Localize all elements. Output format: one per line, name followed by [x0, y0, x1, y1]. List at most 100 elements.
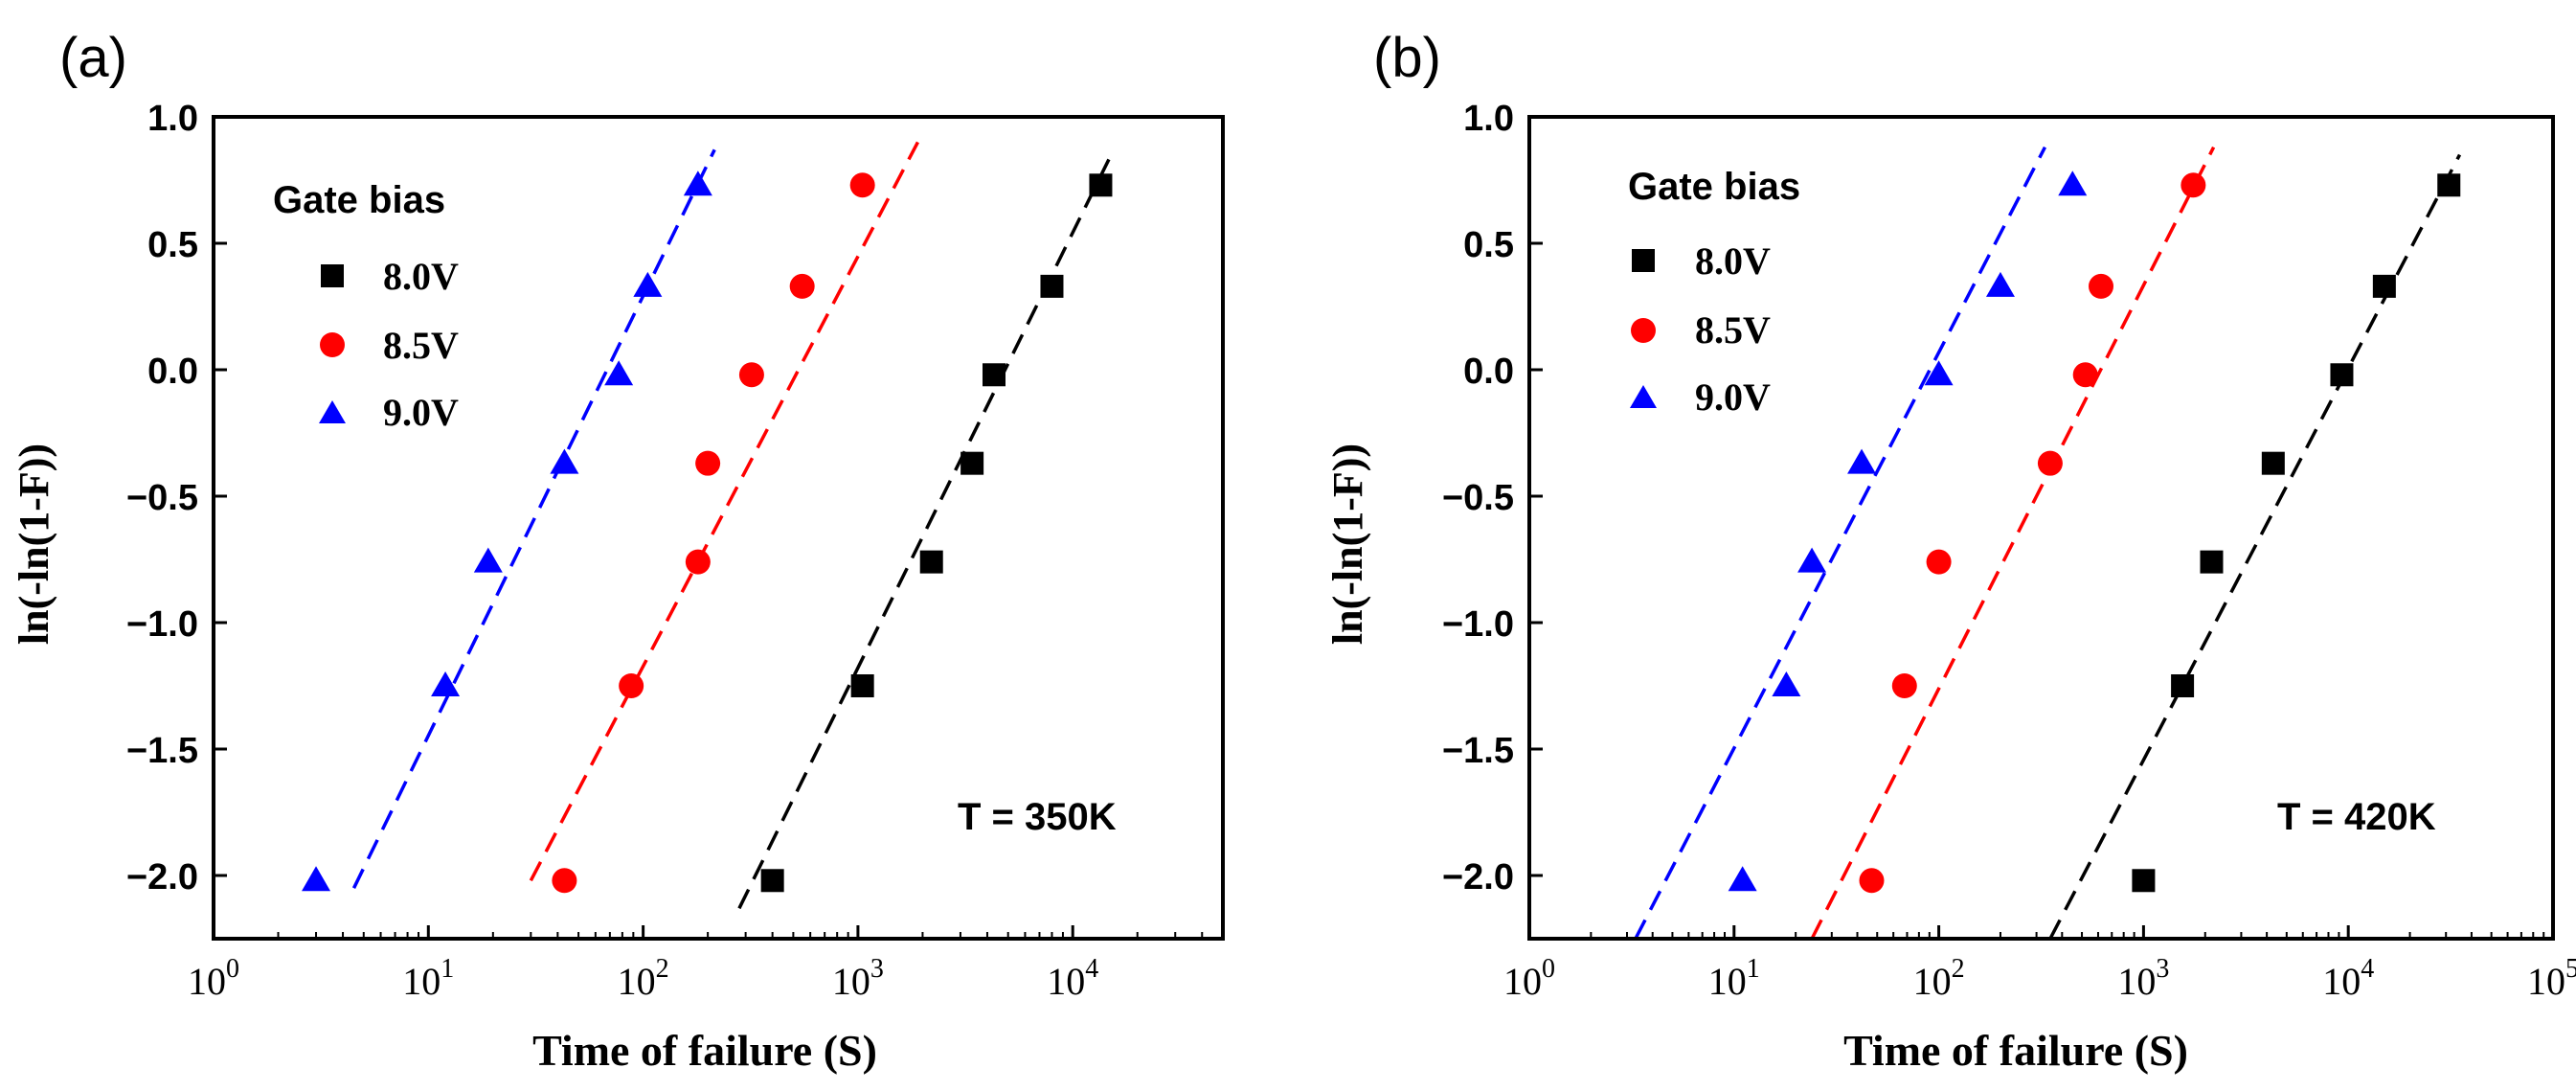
- plot-frame: [1527, 115, 2555, 941]
- y-tick-label: 0.0: [1463, 352, 1514, 392]
- data-point-triangle: [1797, 547, 1827, 573]
- y-tick-label: −1.5: [1442, 731, 1514, 771]
- legend-label: 9.0V: [383, 391, 459, 434]
- y-tick-label: −0.5: [1442, 478, 1514, 518]
- legend-marker-square: [321, 264, 344, 287]
- data-point-triangle: [1847, 448, 1877, 474]
- x-tick-label: 103: [2117, 954, 2169, 1003]
- y-axis-label: ln(-ln(1-F)): [11, 443, 57, 645]
- fit-line: [529, 141, 919, 882]
- data-point-square: [983, 363, 1006, 387]
- y-tick-label: −1.0: [1442, 604, 1514, 645]
- data-point-square: [1089, 173, 1113, 197]
- data-point-circle: [2181, 172, 2206, 198]
- data-point-square: [2372, 274, 2396, 298]
- plot-frame: [212, 115, 1225, 941]
- data-point-circle: [1891, 673, 1917, 698]
- data-point-circle: [2037, 450, 2063, 476]
- legend-marker-circle: [1631, 318, 1656, 343]
- data-point-square: [850, 674, 874, 697]
- legend-label: 8.5V: [383, 324, 459, 367]
- y-axis-label: ln(-ln(1-F)): [1324, 443, 1371, 645]
- legend-marker-triangle: [1630, 385, 1657, 408]
- y-tick-label: 1.0: [1463, 99, 1514, 139]
- data-point-triangle: [550, 448, 579, 474]
- y-tick-label: 1.0: [147, 99, 198, 139]
- temperature-annotation: T = 350K: [958, 796, 1117, 838]
- data-point-square: [1040, 274, 1064, 298]
- x-tick-label: 102: [1913, 954, 1965, 1003]
- y-tick-label: −0.5: [126, 478, 198, 518]
- data-point-triangle: [604, 360, 634, 386]
- data-point-triangle: [1772, 671, 1801, 696]
- data-point-circle: [1859, 868, 1885, 894]
- data-point-triangle: [431, 671, 461, 696]
- legend: 8.0V 8.5V 9.0V: [319, 255, 459, 434]
- legend-marker-circle: [320, 332, 345, 357]
- data-point-square: [760, 869, 784, 893]
- data-point-square: [960, 451, 984, 475]
- legend-label: 9.0V: [1695, 375, 1771, 419]
- fit-line: [737, 148, 1116, 910]
- fit-lines: [351, 141, 1116, 910]
- x-tick-label: 101: [1708, 954, 1760, 1003]
- y-tick-label: 0.0: [147, 352, 198, 392]
- x-tick-label: 102: [618, 954, 669, 1003]
- temperature-annotation: T = 420K: [2277, 796, 2436, 838]
- panel-label: (a): [59, 27, 127, 89]
- x-tick-label: 104: [2322, 954, 2374, 1003]
- data-point-triangle: [683, 170, 712, 196]
- y-tick-label: 0.5: [147, 225, 198, 265]
- fit-line: [1634, 146, 2047, 940]
- data-point-triangle: [633, 271, 663, 297]
- legend-title: Gate bias: [1628, 166, 1800, 208]
- data-point-triangle: [1924, 360, 1954, 386]
- data-point-circle: [2089, 273, 2114, 299]
- data-point-circle: [619, 673, 644, 698]
- panel-b: (b) ln(-ln(1-F)) Time of failure (S) T =…: [1324, 27, 2576, 1075]
- fit-line: [1810, 146, 2216, 940]
- y-tick-label: −1.0: [126, 604, 198, 645]
- y-tick-label: −2.0: [1442, 857, 1514, 898]
- data-point-circle: [789, 273, 815, 299]
- data-points: [302, 170, 1113, 894]
- data-point-circle: [738, 362, 764, 388]
- y-tick-label: −1.5: [126, 731, 198, 771]
- legend-marker-triangle: [319, 400, 346, 423]
- legend-label: 8.0V: [383, 255, 459, 298]
- data-points: [1728, 170, 2461, 894]
- x-tick-label: 104: [1047, 954, 1098, 1003]
- data-point-triangle: [302, 866, 331, 892]
- data-point-square: [919, 550, 943, 574]
- data-point-circle: [552, 868, 577, 894]
- axis-ticks: 1.0 0.5 0.0 −0.5 −1.0 −1.5 −2.0 100 101 102 103 104: [126, 99, 1204, 1003]
- y-tick-label: −2.0: [126, 857, 198, 898]
- data-point-square: [2171, 674, 2195, 697]
- x-tick-label: 103: [832, 954, 884, 1003]
- data-point-circle: [1926, 549, 1952, 575]
- data-point-square: [2261, 451, 2285, 475]
- x-axis-label: Time of failure (S): [1843, 1026, 2188, 1075]
- fit-line: [351, 148, 716, 889]
- x-tick-label: 105: [2527, 954, 2576, 1003]
- x-tick-label: 101: [402, 954, 454, 1003]
- legend-title: Gate bias: [273, 179, 445, 221]
- data-point-circle: [685, 549, 711, 575]
- legend: 8.0V 8.5V 9.0V: [1630, 239, 1771, 419]
- data-point-triangle: [1728, 866, 1757, 892]
- x-axis-label: Time of failure (S): [532, 1026, 877, 1075]
- data-point-circle: [2072, 362, 2098, 388]
- data-point-circle: [849, 172, 875, 198]
- data-point-triangle: [473, 547, 503, 573]
- y-tick-label: 0.5: [1463, 225, 1514, 265]
- data-point-square: [2200, 550, 2224, 574]
- x-tick-label: 100: [188, 954, 239, 1003]
- data-point-triangle: [2058, 170, 2088, 196]
- data-point-triangle: [1985, 271, 2015, 297]
- data-point-square: [2132, 869, 2156, 893]
- x-tick-label: 100: [1503, 954, 1555, 1003]
- data-point-square: [2330, 363, 2354, 387]
- axis-ticks: 1.0 0.5 0.0 −0.5 −1.0 −1.5 −2.0 100 101 102 103 104…: [1442, 99, 2576, 1003]
- panel-a: (a) ln(-ln(1-F)) Time of failure (S) T =…: [11, 27, 1225, 1075]
